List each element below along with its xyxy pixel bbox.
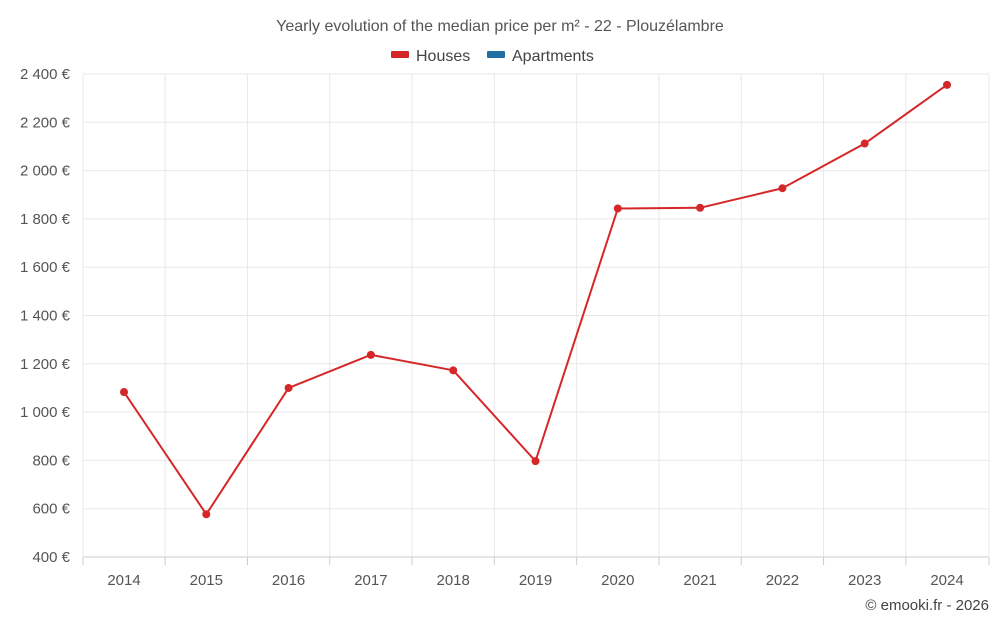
x-tick-label: 2018 bbox=[437, 572, 470, 589]
x-tick-label: 2017 bbox=[354, 572, 387, 589]
y-tick-label: 1 000 € bbox=[20, 404, 71, 421]
y-tick-label: 800 € bbox=[32, 452, 70, 469]
y-tick-label: 2 400 € bbox=[20, 66, 71, 83]
y-tick-label: 2 200 € bbox=[20, 114, 71, 131]
legend-item-houses[interactable]: Houses bbox=[391, 48, 470, 65]
legend-swatch-apartments bbox=[487, 51, 505, 58]
data-point[interactable] bbox=[778, 184, 787, 193]
data-point[interactable] bbox=[696, 203, 705, 212]
legend-item-apartments[interactable]: Apartments bbox=[487, 48, 594, 65]
x-axis: 2014 2015 2016 2017 2018 2019 2020 2021 2022 2023… bbox=[82, 557, 990, 589]
credit-text: © emooki.fr - 2026 bbox=[865, 597, 989, 614]
legend-label-houses: Houses bbox=[416, 48, 470, 65]
data-point[interactable] bbox=[613, 204, 622, 213]
series-houses bbox=[120, 80, 951, 519]
x-tick-label: 2024 bbox=[930, 572, 963, 589]
legend: Houses Apartments bbox=[391, 48, 594, 65]
y-tick-label: 2 000 € bbox=[20, 163, 71, 180]
x-tick-label: 2023 bbox=[848, 572, 881, 589]
x-tick-label: 2022 bbox=[766, 572, 799, 589]
data-point[interactable] bbox=[202, 510, 211, 519]
grid bbox=[82, 73, 990, 558]
y-tick-label: 400 € bbox=[32, 549, 70, 566]
data-point[interactable] bbox=[449, 366, 458, 375]
x-tick-label: 2019 bbox=[519, 572, 552, 589]
data-point[interactable] bbox=[943, 80, 951, 89]
legend-label-apartments: Apartments bbox=[512, 48, 594, 65]
chart-title: Yearly evolution of the median price per… bbox=[276, 18, 724, 35]
x-tick-label: 2021 bbox=[683, 572, 716, 589]
y-tick-label: 1 400 € bbox=[20, 308, 71, 325]
data-point[interactable] bbox=[366, 350, 375, 359]
y-tick-label: 1 600 € bbox=[20, 259, 71, 276]
y-axis: 400 € 600 € 800 € 1 000 € 1 200 € 1 400 € 1 60… bbox=[20, 66, 71, 566]
y-tick-label: 1 800 € bbox=[20, 211, 71, 228]
data-point[interactable] bbox=[531, 457, 540, 466]
data-point[interactable] bbox=[860, 139, 869, 148]
x-tick-label: 2020 bbox=[601, 572, 634, 589]
data-point[interactable] bbox=[284, 383, 293, 392]
y-tick-label: 1 200 € bbox=[20, 356, 71, 373]
legend-swatch-houses bbox=[391, 51, 409, 58]
y-tick-label: 600 € bbox=[32, 501, 70, 518]
x-tick-label: 2015 bbox=[190, 572, 223, 589]
x-tick-label: 2014 bbox=[107, 572, 140, 589]
x-tick-label: 2016 bbox=[272, 572, 305, 589]
data-point[interactable] bbox=[120, 388, 128, 397]
